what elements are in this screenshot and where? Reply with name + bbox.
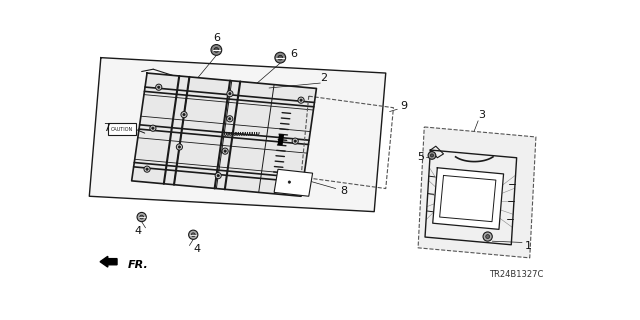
Circle shape bbox=[300, 99, 302, 101]
Circle shape bbox=[227, 91, 233, 97]
Polygon shape bbox=[90, 58, 386, 212]
Circle shape bbox=[191, 233, 195, 237]
Text: CAUTION: CAUTION bbox=[111, 127, 132, 132]
Circle shape bbox=[178, 146, 180, 148]
Circle shape bbox=[288, 181, 291, 183]
Circle shape bbox=[286, 179, 292, 185]
Polygon shape bbox=[418, 127, 536, 258]
Circle shape bbox=[152, 127, 154, 129]
Circle shape bbox=[157, 86, 160, 88]
Circle shape bbox=[137, 212, 147, 222]
Polygon shape bbox=[433, 168, 504, 229]
Circle shape bbox=[228, 92, 231, 95]
Circle shape bbox=[275, 52, 285, 63]
Circle shape bbox=[176, 144, 182, 150]
Text: 2: 2 bbox=[321, 73, 328, 84]
FancyBboxPatch shape bbox=[108, 123, 136, 135]
Text: TR24B1327C: TR24B1327C bbox=[489, 270, 543, 279]
Circle shape bbox=[486, 235, 490, 238]
Circle shape bbox=[217, 174, 220, 177]
Circle shape bbox=[228, 118, 231, 120]
Circle shape bbox=[428, 152, 436, 159]
Circle shape bbox=[156, 84, 162, 90]
Polygon shape bbox=[278, 134, 284, 145]
Circle shape bbox=[224, 150, 227, 152]
Circle shape bbox=[140, 215, 143, 219]
Circle shape bbox=[183, 114, 185, 116]
Circle shape bbox=[483, 232, 492, 241]
Circle shape bbox=[214, 48, 219, 52]
Text: 6: 6 bbox=[291, 49, 298, 59]
Circle shape bbox=[294, 140, 296, 142]
Circle shape bbox=[144, 166, 150, 172]
Text: 7: 7 bbox=[102, 124, 110, 133]
Circle shape bbox=[215, 172, 221, 179]
Circle shape bbox=[181, 112, 187, 118]
Circle shape bbox=[222, 148, 228, 154]
Circle shape bbox=[292, 138, 298, 144]
Text: 4: 4 bbox=[193, 244, 201, 254]
Text: 5: 5 bbox=[418, 152, 425, 162]
Polygon shape bbox=[132, 73, 316, 196]
Circle shape bbox=[298, 97, 304, 103]
Text: FR.: FR. bbox=[128, 260, 148, 270]
Circle shape bbox=[278, 55, 283, 60]
Polygon shape bbox=[274, 169, 312, 196]
Text: 9: 9 bbox=[400, 101, 407, 111]
Text: 3: 3 bbox=[479, 110, 486, 120]
Text: 8: 8 bbox=[340, 186, 347, 196]
Circle shape bbox=[211, 44, 221, 55]
Circle shape bbox=[431, 154, 433, 157]
Text: 1: 1 bbox=[525, 241, 532, 251]
Circle shape bbox=[150, 125, 156, 131]
Text: 4: 4 bbox=[134, 226, 141, 236]
Circle shape bbox=[146, 168, 148, 170]
FancyArrow shape bbox=[100, 256, 117, 267]
Circle shape bbox=[189, 230, 198, 239]
Text: 6: 6 bbox=[213, 33, 220, 43]
Circle shape bbox=[227, 116, 233, 122]
